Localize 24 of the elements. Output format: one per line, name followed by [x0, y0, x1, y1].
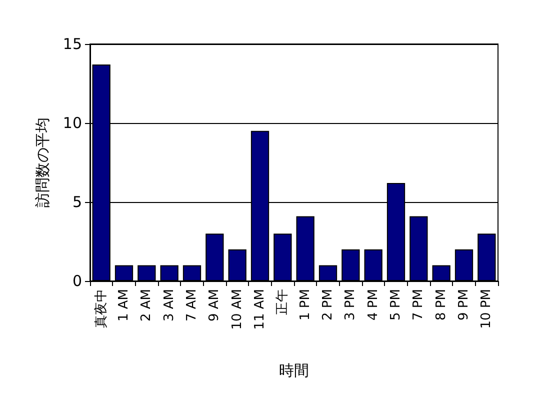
x-tick-label: 8 PM — [434, 289, 449, 320]
x-tick-label: 9 PM — [456, 289, 472, 320]
x-tick-label: 7 AM — [184, 289, 200, 322]
y-tick-label: 10 — [62, 114, 82, 132]
x-tick-label: 1 PM — [298, 289, 313, 320]
x-tick-label: 3 AM — [162, 289, 177, 322]
y-tick-label: 0 — [72, 272, 82, 290]
x-tick-label: 10 AM — [230, 289, 245, 330]
x-tick-label: 10 PM — [479, 289, 494, 329]
x-tick-label: 7 PM — [411, 289, 426, 320]
x-axis-title: 時間 — [279, 362, 309, 380]
x-tick-label: 3 PM — [343, 289, 358, 320]
x-tick-label: 2 AM — [139, 289, 154, 322]
y-tick-label: 15 — [62, 35, 82, 53]
x-tick-label: 真夜中 — [92, 289, 109, 328]
y-tick-label: 5 — [72, 193, 82, 211]
y-axis-title: 訪問数の平均 — [34, 118, 52, 208]
x-tick-label: 5 PM — [388, 289, 404, 320]
x-tick-label: 正午 — [275, 289, 290, 315]
x-tick-label: 1 AM — [116, 289, 132, 322]
x-tick-label: 4 PM — [366, 289, 381, 320]
x-tick-label: 9 AM — [207, 289, 222, 322]
x-tick-label: 11 AM — [252, 289, 268, 330]
x-tick-label: 2 PM — [320, 289, 336, 320]
